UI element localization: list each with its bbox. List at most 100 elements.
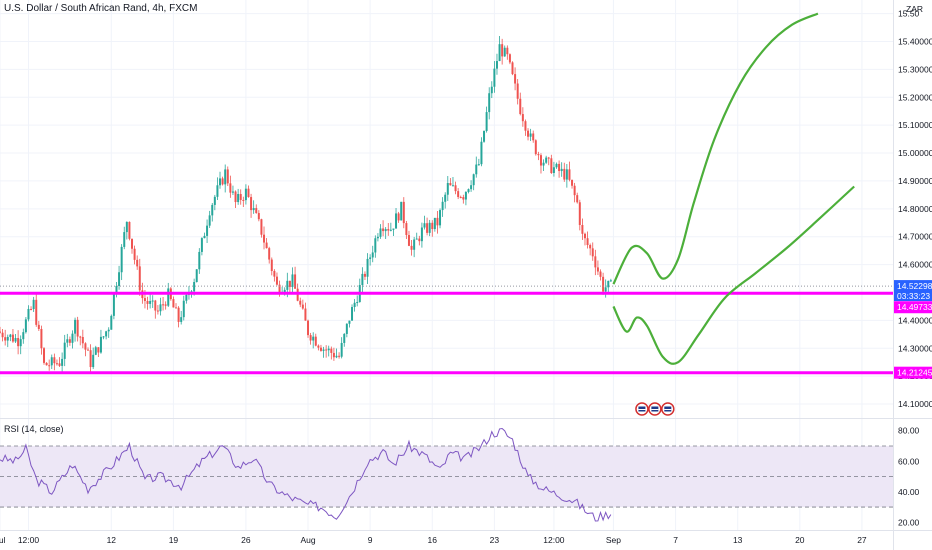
candle-up bbox=[193, 282, 196, 292]
candle-up bbox=[361, 273, 364, 286]
resistance-price-tag bbox=[894, 301, 932, 314]
candle-up bbox=[14, 338, 17, 342]
time-tick-label: 9 bbox=[368, 535, 373, 545]
candle-down bbox=[247, 188, 250, 198]
candle-down bbox=[270, 259, 273, 271]
last-price-tag-text: 14.52298 bbox=[897, 281, 932, 291]
candle-down bbox=[177, 307, 180, 322]
candle-down bbox=[314, 336, 317, 346]
time-axis[interactable]: Jul 12:00 12 19 26 Aug 9 16 23 12:00 Sep 7 13 20 27 bbox=[0, 535, 867, 545]
candle-up bbox=[6, 336, 9, 341]
candle-up bbox=[400, 201, 403, 221]
candle-up bbox=[195, 269, 198, 283]
time-tick-label: 19 bbox=[169, 535, 179, 545]
candle-up bbox=[495, 61, 498, 69]
candle-down bbox=[436, 217, 439, 226]
candle-up bbox=[413, 239, 416, 250]
time-tick-label: 12:00 bbox=[18, 535, 40, 545]
candle-down bbox=[338, 355, 341, 357]
candle-down bbox=[307, 320, 310, 336]
candle-down bbox=[462, 197, 465, 200]
candle-up bbox=[565, 169, 568, 180]
candle-up bbox=[483, 130, 486, 142]
candle-up bbox=[369, 257, 372, 259]
candle-up bbox=[475, 164, 478, 175]
price-series bbox=[0, 35, 612, 374]
price-tick-label: 14.10000 bbox=[898, 399, 932, 409]
projection-paths bbox=[612, 12, 855, 365]
candle-up bbox=[366, 258, 369, 277]
candle-down bbox=[53, 357, 56, 364]
candle-up bbox=[167, 288, 170, 306]
candle-down bbox=[1, 332, 4, 338]
candle-down bbox=[547, 157, 550, 159]
candle-up bbox=[441, 201, 444, 211]
candle-down bbox=[294, 274, 297, 289]
candle-down bbox=[454, 185, 457, 192]
candle-down bbox=[589, 245, 592, 249]
candle-down bbox=[255, 208, 258, 214]
candle-down bbox=[226, 169, 229, 184]
candle-up bbox=[107, 329, 110, 332]
candle-up bbox=[219, 178, 222, 186]
candle-up bbox=[203, 235, 206, 239]
candle-up bbox=[231, 191, 234, 193]
candle-up bbox=[211, 204, 214, 216]
candle-up bbox=[379, 228, 382, 237]
candle-up bbox=[498, 44, 501, 62]
rsi-pane: 80.00 60.00 40.00 20.00 bbox=[0, 426, 920, 527]
candle-up bbox=[61, 358, 64, 366]
last-price-tag-text: 03:33:23 bbox=[897, 291, 930, 301]
candle-up bbox=[50, 357, 53, 366]
candle-up bbox=[420, 227, 423, 242]
price-tick-label: 14.70000 bbox=[898, 232, 932, 242]
projection-path-alt bbox=[612, 185, 855, 365]
rsi-line bbox=[0, 427, 612, 522]
candle-down bbox=[17, 338, 20, 347]
candle-up bbox=[392, 228, 395, 230]
candle-up bbox=[283, 289, 286, 292]
candle-down bbox=[136, 259, 139, 267]
candle-down bbox=[11, 334, 14, 342]
time-tick-label: 26 bbox=[241, 535, 251, 545]
candle-down bbox=[532, 133, 535, 141]
candle-down bbox=[407, 235, 410, 246]
candle-down bbox=[172, 299, 175, 308]
candle-down bbox=[146, 300, 149, 304]
event-flags[interactable] bbox=[635, 402, 675, 416]
candle-down bbox=[449, 183, 452, 186]
price-tick-label: 14.30000 bbox=[898, 343, 932, 353]
candle-up bbox=[464, 191, 467, 200]
candle-down bbox=[154, 300, 157, 311]
time-tick-label: Jul bbox=[0, 535, 6, 545]
candle-down bbox=[405, 223, 408, 236]
time-tick-label: 27 bbox=[857, 535, 867, 545]
candle-down bbox=[301, 304, 304, 309]
candle-down bbox=[257, 213, 260, 220]
candle-up bbox=[351, 307, 354, 321]
candle-down bbox=[45, 362, 48, 366]
candle-up bbox=[609, 280, 612, 282]
candle-up bbox=[208, 215, 211, 226]
candle-up bbox=[112, 293, 115, 316]
candle-up bbox=[200, 238, 203, 252]
time-tick-label: 12 bbox=[107, 535, 117, 545]
candle-down bbox=[133, 248, 136, 260]
candle-down bbox=[591, 248, 594, 257]
price-axis[interactable]: 15.50 15.40000 15.30000 15.20000 15.10000 15.… bbox=[898, 4, 932, 409]
candle-down bbox=[84, 343, 87, 350]
rsi-tick-label: 80.00 bbox=[898, 426, 920, 436]
candle-up bbox=[348, 320, 351, 324]
candle-up bbox=[490, 86, 493, 94]
candle-down bbox=[573, 185, 576, 196]
price-tick-label: 15.30000 bbox=[898, 64, 932, 74]
candle-down bbox=[288, 280, 291, 287]
chart-title: U.S. Dollar / South African Rand, 4h, FX… bbox=[4, 3, 198, 14]
candle-down bbox=[431, 222, 434, 230]
candle-down bbox=[48, 365, 51, 367]
candle-down bbox=[143, 298, 146, 301]
candle-down bbox=[87, 349, 90, 351]
candle-down bbox=[239, 194, 242, 200]
